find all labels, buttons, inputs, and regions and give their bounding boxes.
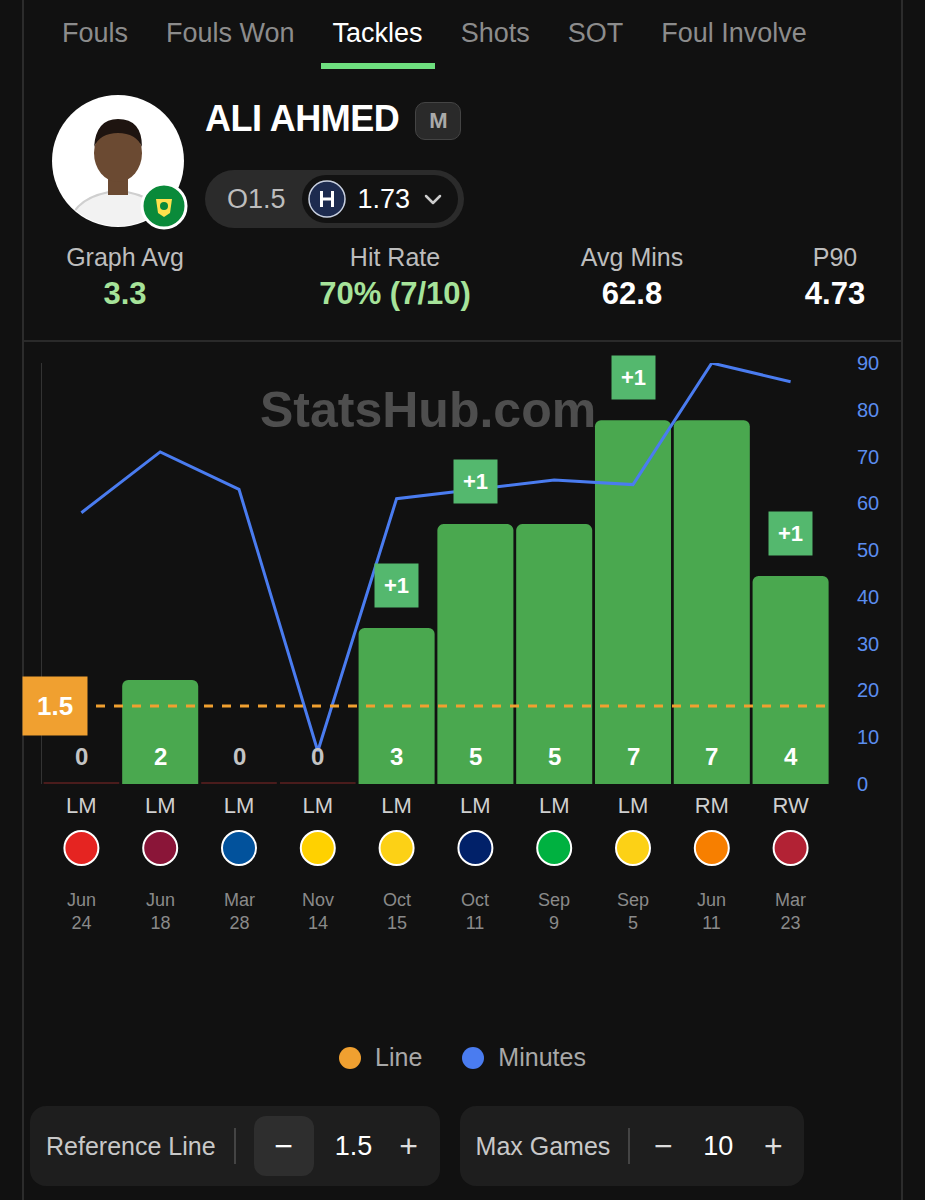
html-text:1.73: 1.73 <box>357 183 411 214</box>
svg-text:90: 90 <box>857 352 879 374</box>
svg-text:2: 2 <box>154 743 167 770</box>
svg-text:Jun11: Jun11 <box>697 890 726 933</box>
svg-text:RW: RW <box>772 793 808 818</box>
svg-text:+1: +1 <box>384 573 409 598</box>
html-text:Fouls: Fouls <box>62 18 128 48</box>
svg-text:Jun24: Jun24 <box>67 890 96 933</box>
html-text:ALI AHMED: ALI AHMED <box>205 98 400 139</box>
html-text:Line: Line <box>375 1043 423 1071</box>
html-text:O1.5: O1.5 <box>227 183 286 214</box>
html-text:Foul Involve: Foul Involve <box>661 18 807 48</box>
svg-text:LM: LM <box>224 793 255 818</box>
svg-text:3: 3 <box>390 743 403 770</box>
svg-text:LM: LM <box>539 793 570 818</box>
svg-text:70: 70 <box>857 446 879 468</box>
svg-text:40: 40 <box>857 586 879 608</box>
svg-text:5: 5 <box>548 743 561 770</box>
svg-text:5: 5 <box>469 743 482 770</box>
html-text:Reference Line: Reference Line <box>46 1131 216 1160</box>
html-text:4.73: 4.73 <box>804 276 866 311</box>
svg-text:0: 0 <box>311 743 324 770</box>
svg-text:Sep5: Sep5 <box>617 890 649 933</box>
html-text:1.5: 1.5 <box>334 1130 373 1161</box>
svg-text:7: 7 <box>705 743 718 770</box>
svg-text:Oct11: Oct11 <box>461 890 489 933</box>
svg-text:StatsHub.com: StatsHub.com <box>260 382 596 438</box>
html-text:Avg Mins: Avg Mins <box>580 243 684 271</box>
html-text:Fouls Won: Fouls Won <box>166 18 295 48</box>
svg-text:30: 30 <box>857 633 879 655</box>
html-text:Tackles: Tackles <box>332 18 423 48</box>
html-text:Hit Rate: Hit Rate <box>349 243 441 271</box>
svg-text:LM: LM <box>381 793 412 818</box>
html-text:Minutes: Minutes <box>498 1043 586 1071</box>
svg-text:60: 60 <box>857 492 879 514</box>
svg-text:LM: LM <box>618 793 649 818</box>
svg-text:LM: LM <box>145 793 176 818</box>
html-text:Max Games: Max Games <box>475 1131 611 1160</box>
svg-text:0: 0 <box>75 743 88 770</box>
svg-text:Oct15: Oct15 <box>383 890 411 933</box>
svg-text:+1: +1 <box>463 469 488 494</box>
html-text:Graph Avg: Graph Avg <box>66 243 184 271</box>
svg-text:+1: +1 <box>621 365 646 390</box>
svg-text:0: 0 <box>857 773 868 795</box>
svg-text:Nov14: Nov14 <box>302 890 334 933</box>
svg-text:50: 50 <box>857 539 879 561</box>
html-text:SOT: SOT <box>567 18 624 48</box>
svg-text:Mar28: Mar28 <box>224 890 255 933</box>
svg-text:7: 7 <box>627 743 640 770</box>
svg-text:20: 20 <box>857 679 879 701</box>
svg-text:LM: LM <box>66 793 97 818</box>
html-text:70% (7/10): 70% (7/10) <box>319 276 471 311</box>
html-text:M: M <box>429 108 447 134</box>
svg-text:0: 0 <box>233 743 246 770</box>
svg-text:Jun18: Jun18 <box>146 890 175 933</box>
html-text:62.8: 62.8 <box>601 276 663 311</box>
svg-text:1.5: 1.5 <box>37 691 73 721</box>
svg-text:LM: LM <box>460 793 491 818</box>
html-text:P90: P90 <box>812 243 858 271</box>
svg-text:4: 4 <box>784 743 798 770</box>
svg-text:10: 10 <box>857 726 879 748</box>
svg-text:Mar23: Mar23 <box>775 890 806 933</box>
html-text:3.3: 3.3 <box>103 276 147 311</box>
svg-text:80: 80 <box>857 399 879 421</box>
svg-text:+1: +1 <box>778 521 803 546</box>
svg-text:Sep9: Sep9 <box>538 890 570 933</box>
svg-text:RM: RM <box>695 793 729 818</box>
html-text:Shots: Shots <box>460 18 530 48</box>
svg-text:LM: LM <box>303 793 334 818</box>
html-text:10: 10 <box>703 1130 734 1161</box>
